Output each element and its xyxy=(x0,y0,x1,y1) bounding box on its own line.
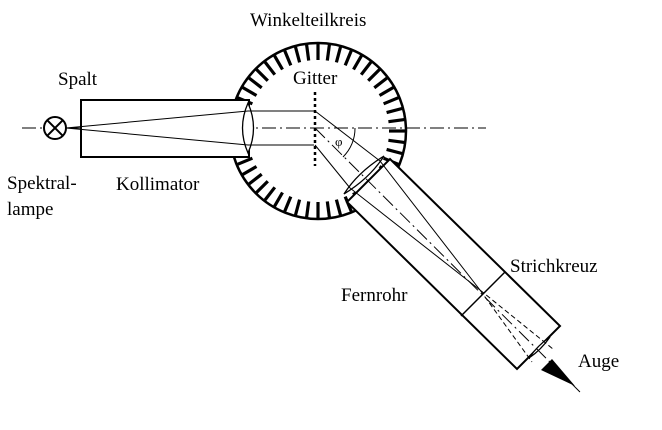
angle-tick xyxy=(373,76,388,90)
label-gitter: Gitter xyxy=(293,68,338,89)
telescope-axis xyxy=(314,127,583,395)
telescope-tube xyxy=(345,157,562,371)
telescope-beam xyxy=(314,110,554,363)
angle-tick xyxy=(367,68,381,82)
angle-tick xyxy=(382,96,400,106)
angle-label: φ xyxy=(335,134,343,149)
angle-tick xyxy=(263,186,277,201)
angle-tick xyxy=(255,68,269,82)
angle-arc xyxy=(342,127,356,158)
angle-tick xyxy=(305,201,311,218)
label-kollimator: Kollimator xyxy=(116,174,200,195)
label-spalt: Spalt xyxy=(58,69,98,90)
angle-tick xyxy=(293,199,302,216)
label-spektrallampe-line2: lampe xyxy=(7,199,53,220)
angle-tick xyxy=(334,199,343,216)
angle-tick xyxy=(263,61,277,76)
angle-tick xyxy=(334,46,343,63)
label-fernrohr: Fernrohr xyxy=(341,285,408,306)
angle-tick xyxy=(388,118,405,124)
angle-tick xyxy=(386,147,403,156)
angle-tick xyxy=(273,54,284,71)
angle-tick xyxy=(388,138,405,144)
angle-tick xyxy=(378,86,395,97)
label-spektrallampe-line1: Spektral- xyxy=(7,173,77,194)
angle-tick xyxy=(359,61,373,76)
collimator-lens xyxy=(241,101,255,155)
angle-tick xyxy=(248,76,263,90)
angle-tick xyxy=(343,49,353,67)
angle-tick xyxy=(325,201,331,218)
lamp-symbol xyxy=(43,116,67,140)
angle-tick xyxy=(352,54,363,71)
angle-tick xyxy=(273,191,284,208)
angle-tick xyxy=(325,44,331,61)
angle-tick xyxy=(293,46,302,63)
angle-tick xyxy=(248,172,263,186)
title-winkelteilkreis: Winkelteilkreis xyxy=(250,10,366,31)
angle-tick xyxy=(241,165,258,176)
angle-tick xyxy=(283,49,293,67)
telescope-objective-lens xyxy=(343,155,385,195)
angle-tick xyxy=(283,195,293,213)
angle-tick xyxy=(386,106,403,115)
angle-tick xyxy=(305,44,311,61)
angle-tick xyxy=(236,156,254,166)
collimator-beam xyxy=(65,110,314,146)
collimator-tube xyxy=(80,99,250,158)
angle-tick xyxy=(241,86,258,97)
label-auge: Auge xyxy=(578,351,619,372)
label-strichkreuz: Strichkreuz xyxy=(510,256,598,277)
eye-arrow xyxy=(541,359,575,386)
angle-tick xyxy=(255,180,269,194)
